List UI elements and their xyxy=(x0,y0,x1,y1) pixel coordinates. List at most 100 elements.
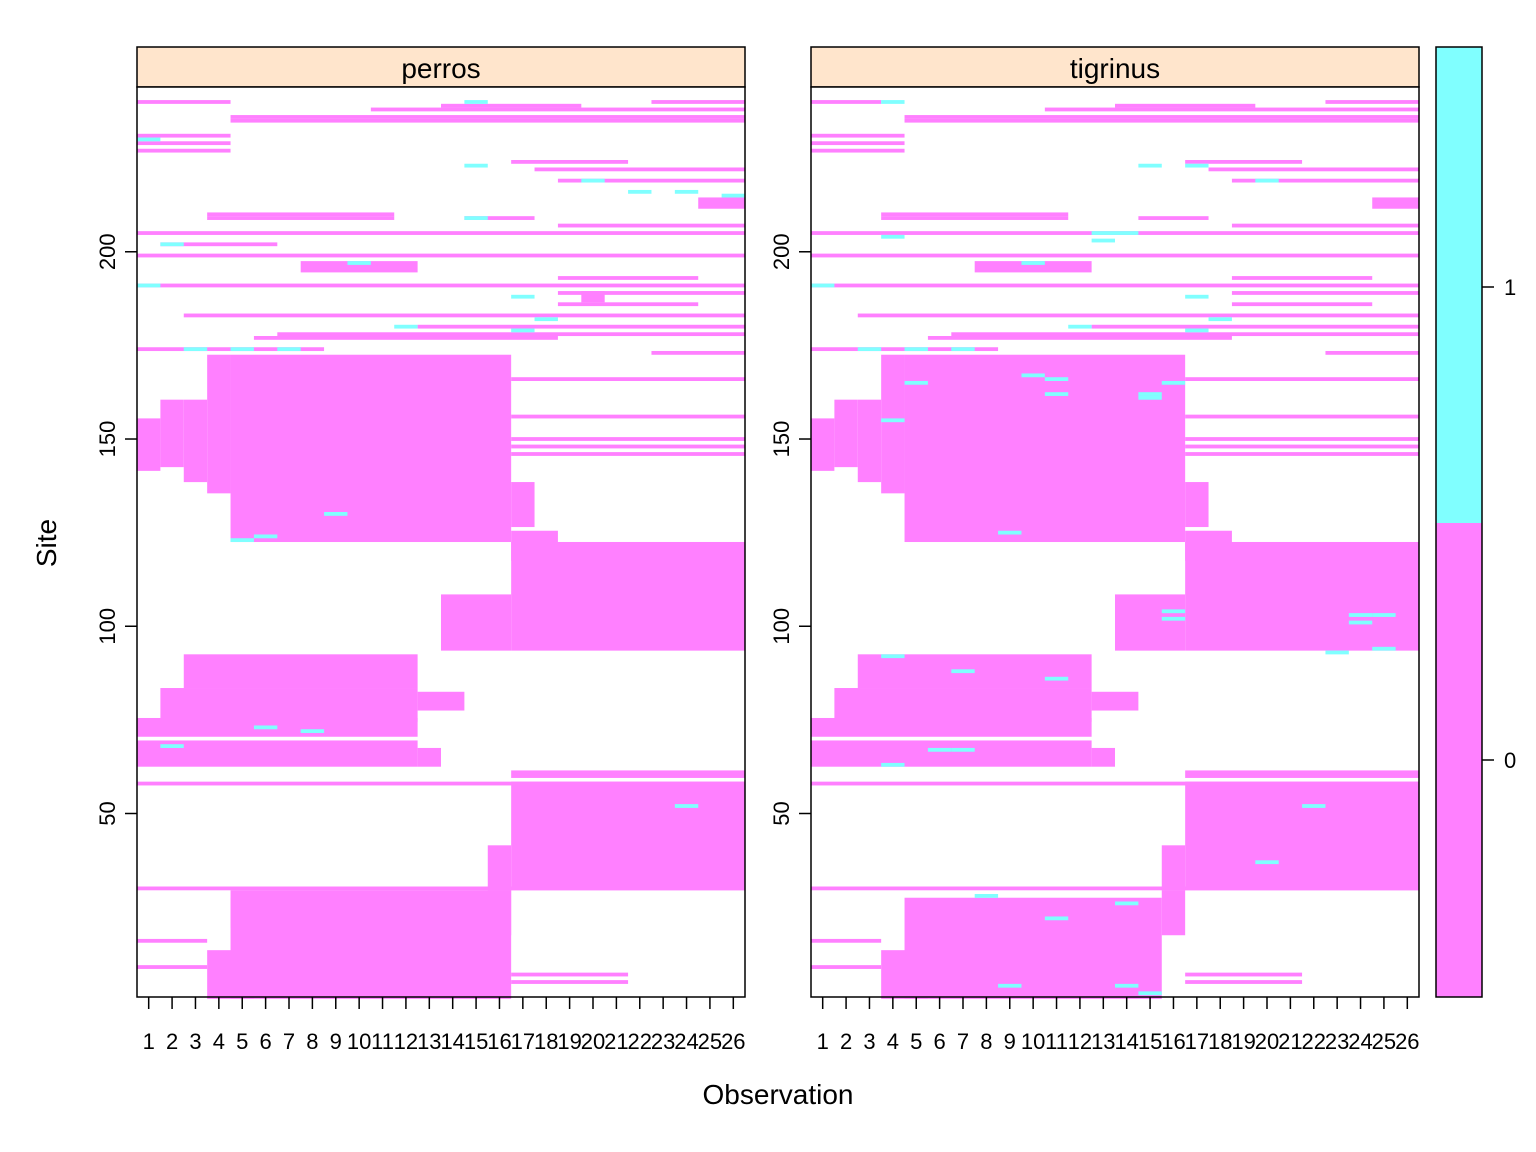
absent-row xyxy=(557,178,745,183)
absent-block xyxy=(974,261,1092,273)
y-tick-label: 100 xyxy=(769,608,794,645)
absent-row xyxy=(811,283,1419,288)
absent-block xyxy=(811,418,835,471)
absent-row xyxy=(1231,223,1419,228)
colorkey-level-0 xyxy=(1436,523,1482,997)
x-tick-label: 19 xyxy=(1231,1029,1255,1054)
y-tick-label: 200 xyxy=(95,233,120,270)
x-tick-label: 7 xyxy=(957,1029,969,1054)
present-cell xyxy=(1255,860,1279,865)
present-cell xyxy=(1091,231,1115,235)
absent-row xyxy=(1091,324,1419,329)
x-tick-label: 10 xyxy=(1021,1029,1045,1054)
present-cell xyxy=(1115,231,1139,235)
present-cell xyxy=(1021,261,1045,265)
absent-row xyxy=(651,350,745,355)
absent-block xyxy=(160,688,418,722)
present-cell xyxy=(253,534,278,539)
present-cell xyxy=(464,216,488,220)
absent-row xyxy=(811,141,905,146)
x-tick-label: 26 xyxy=(1395,1029,1419,1054)
absent-row xyxy=(137,133,231,138)
absent-row xyxy=(137,781,745,786)
absent-row xyxy=(160,242,278,247)
absent-row xyxy=(230,115,746,119)
absent-row xyxy=(1115,103,1256,108)
x-tick-label: 1 xyxy=(817,1029,829,1054)
cells xyxy=(137,100,746,999)
absent-block xyxy=(1185,781,1419,891)
absent-row xyxy=(230,118,746,123)
x-tick-label: 21 xyxy=(604,1029,628,1054)
present-cell xyxy=(1138,392,1162,396)
absent-block xyxy=(857,399,882,483)
absent-row xyxy=(207,216,395,220)
absent-block xyxy=(487,890,512,936)
absent-block xyxy=(207,950,254,999)
absent-row xyxy=(511,159,629,164)
absent-block xyxy=(834,688,1092,722)
absent-row xyxy=(137,938,208,943)
present-cell xyxy=(1185,328,1209,333)
absent-block xyxy=(417,691,465,711)
colorkey-tick-label: 1 xyxy=(1504,275,1516,300)
x-tick-label: 18 xyxy=(534,1029,558,1054)
x-tick-label: 23 xyxy=(651,1029,675,1054)
absent-row xyxy=(370,107,745,112)
x-tick-label: 25 xyxy=(698,1029,722,1054)
x-tick-label: 2 xyxy=(840,1029,852,1054)
absent-row xyxy=(511,980,629,984)
panel-strip-label: perros xyxy=(401,53,480,84)
absent-block xyxy=(300,261,418,273)
absent-block xyxy=(230,897,278,928)
absent-row xyxy=(811,100,882,104)
absent-block xyxy=(834,399,858,468)
y-tick-label: 100 xyxy=(95,608,120,645)
colorkey-level-1 xyxy=(1436,47,1482,523)
present-cell xyxy=(904,347,928,352)
present-cell xyxy=(1044,392,1069,396)
x-tick-label: 2 xyxy=(166,1029,178,1054)
absent-block xyxy=(183,399,208,483)
absent-block xyxy=(1161,890,1186,936)
absent-block xyxy=(511,530,558,561)
absent-block xyxy=(511,482,535,528)
x-tick-label: 22 xyxy=(628,1029,652,1054)
present-cell xyxy=(674,189,699,194)
absent-row xyxy=(1185,972,1303,977)
x-tick-label: 17 xyxy=(1185,1029,1209,1054)
absent-block xyxy=(881,354,905,494)
present-cell xyxy=(881,234,905,239)
present-cell xyxy=(137,283,161,288)
present-cell xyxy=(1208,317,1232,322)
x-tick-label: 26 xyxy=(721,1029,745,1054)
x-tick-label: 3 xyxy=(189,1029,201,1054)
x-tick-label: 18 xyxy=(1208,1029,1232,1054)
absent-row xyxy=(904,115,1419,119)
present-cell xyxy=(464,100,488,104)
y-tick-label: 200 xyxy=(769,233,794,270)
absent-block xyxy=(183,654,418,689)
absent-row xyxy=(137,283,745,288)
absent-row xyxy=(557,276,699,280)
absent-row xyxy=(1185,980,1303,984)
present-cell xyxy=(277,347,301,352)
absent-row xyxy=(511,437,745,441)
present-cell xyxy=(347,261,371,265)
absent-block xyxy=(581,291,605,303)
absent-row xyxy=(811,781,1419,786)
y-axis-label: Site xyxy=(31,519,62,567)
present-cell xyxy=(1138,395,1162,400)
x-tick-label: 17 xyxy=(511,1029,535,1054)
absent-row xyxy=(881,212,1069,217)
absent-block xyxy=(511,781,745,891)
panel-frame xyxy=(810,86,1420,998)
colorkey: 01 xyxy=(1435,46,1516,998)
present-cell xyxy=(230,347,254,352)
absent-row xyxy=(511,377,745,381)
absent-block xyxy=(441,594,512,651)
present-cell xyxy=(1138,163,1162,168)
x-tick-label: 14 xyxy=(440,1029,464,1054)
absent-row xyxy=(1231,276,1373,280)
